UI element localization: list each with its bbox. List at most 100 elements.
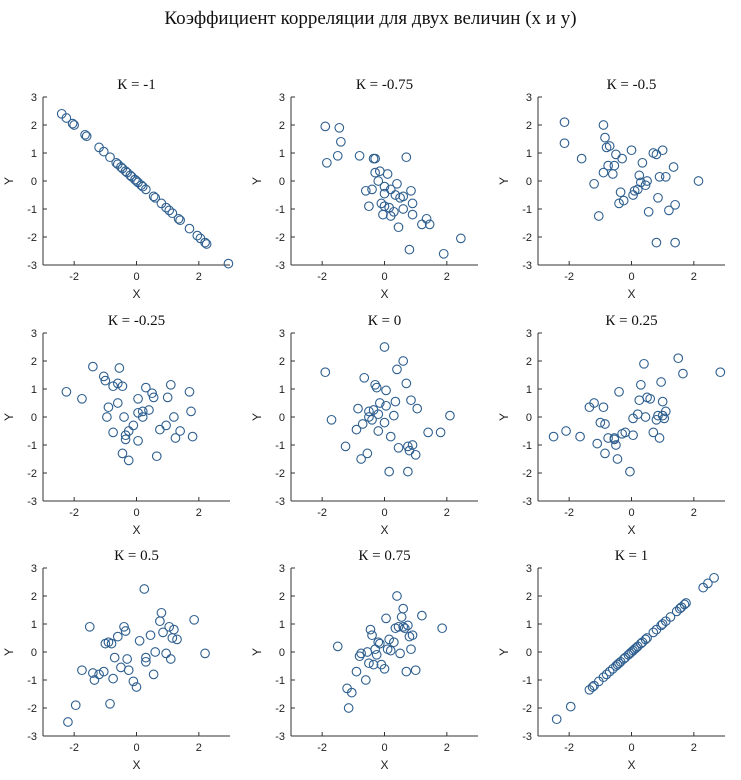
x-tick-label: 0 <box>628 271 634 283</box>
data-point <box>187 431 198 442</box>
x-tick-label: 0 <box>628 742 634 754</box>
y-tick-label: -1 <box>522 204 532 216</box>
y-tick-label: -1 <box>275 440 285 452</box>
data-point <box>77 393 87 404</box>
data-point <box>651 414 662 425</box>
subplot-title: К = 0 <box>368 313 401 329</box>
y-tick-label: 2 <box>31 591 37 603</box>
y-tick-label: -2 <box>27 468 37 480</box>
y-tick-label: 0 <box>31 176 37 188</box>
data-point <box>376 198 387 209</box>
y-tick-label: -1 <box>522 440 532 452</box>
y-tick-label: -3 <box>522 260 532 272</box>
data-point <box>320 121 331 132</box>
data-point <box>598 167 609 178</box>
data-point <box>664 205 674 216</box>
y-tick-label: -3 <box>27 731 37 743</box>
data-point <box>628 190 638 200</box>
data-point <box>398 191 409 202</box>
data-point <box>445 410 455 421</box>
y-tick-label: 2 <box>526 591 532 603</box>
data-point <box>141 656 151 667</box>
data-point <box>94 669 104 680</box>
data-point <box>70 700 81 711</box>
y-tick-label: -3 <box>27 496 37 508</box>
y-tick-label: 3 <box>526 563 532 575</box>
data-point <box>340 441 351 452</box>
data-point <box>128 676 139 687</box>
data-point <box>640 412 651 422</box>
y-tick-label: 0 <box>279 647 285 659</box>
subplot-2: К = -0.75 -2 0 2 -3 -2 -1 0 1 2 3 X Y <box>250 77 478 301</box>
subplot-8: К = 0.75 -2 0 2 -3 -2 -1 0 1 2 3 X Y <box>250 548 478 772</box>
data-point <box>657 619 668 629</box>
data-point <box>364 201 374 212</box>
data-point <box>637 157 648 168</box>
x-tick-label: 0 <box>628 507 634 519</box>
data-point <box>575 431 585 442</box>
data-point <box>137 412 148 422</box>
subplot-title: К = -1 <box>117 77 155 93</box>
data-point <box>137 181 148 192</box>
data-point <box>392 591 402 601</box>
y-tick-label: 3 <box>31 92 37 104</box>
data-point <box>634 170 645 181</box>
y-tick-label: -2 <box>27 232 37 244</box>
data-point <box>112 378 123 389</box>
data-point <box>145 630 156 641</box>
data-point <box>651 237 662 248</box>
data-point <box>589 398 599 408</box>
x-axis-label: X <box>380 287 388 301</box>
x-tick-label: 2 <box>691 742 697 754</box>
data-point <box>357 419 368 429</box>
y-tick-label: 3 <box>279 328 285 340</box>
data-point <box>370 379 381 390</box>
data-point <box>139 584 150 594</box>
y-tick-label: 0 <box>526 412 532 424</box>
y-tick-label: -3 <box>275 260 285 272</box>
data-point <box>393 222 404 233</box>
data-point <box>189 614 200 625</box>
data-point <box>660 406 671 417</box>
data-point <box>604 666 615 677</box>
data-point <box>703 578 713 589</box>
x-tick-label: 0 <box>381 742 387 754</box>
data-point <box>576 153 587 164</box>
data-point <box>389 410 399 421</box>
data-point <box>165 379 176 390</box>
x-tick-label: 2 <box>196 742 202 754</box>
y-axis-label: Y <box>2 177 16 185</box>
data-point <box>628 430 638 441</box>
data-point <box>625 466 635 477</box>
data-point <box>223 258 234 269</box>
data-point <box>395 648 405 659</box>
data-point <box>81 131 92 142</box>
data-point <box>373 176 384 186</box>
y-tick-label: 3 <box>279 92 285 104</box>
data-point <box>642 633 652 643</box>
x-axis-label: X <box>132 287 140 301</box>
data-point <box>607 169 618 179</box>
data-point <box>629 644 640 655</box>
data-point <box>84 621 95 632</box>
data-point <box>108 427 118 438</box>
data-point <box>403 620 413 631</box>
data-point <box>172 634 182 645</box>
data-point <box>392 178 402 189</box>
data-point <box>364 412 374 422</box>
data-point <box>148 669 159 680</box>
data-point <box>603 433 613 443</box>
data-point <box>384 466 395 477</box>
data-point <box>134 635 145 646</box>
x-axis-label: X <box>380 523 388 537</box>
data-point <box>668 162 679 172</box>
data-point <box>398 356 409 366</box>
data-point <box>354 651 365 662</box>
data-point <box>147 388 157 399</box>
data-point <box>401 152 412 163</box>
data-point <box>659 413 670 424</box>
y-tick-label: -3 <box>275 731 285 743</box>
data-point <box>379 663 390 674</box>
data-point <box>130 174 140 185</box>
data-point <box>88 668 98 678</box>
